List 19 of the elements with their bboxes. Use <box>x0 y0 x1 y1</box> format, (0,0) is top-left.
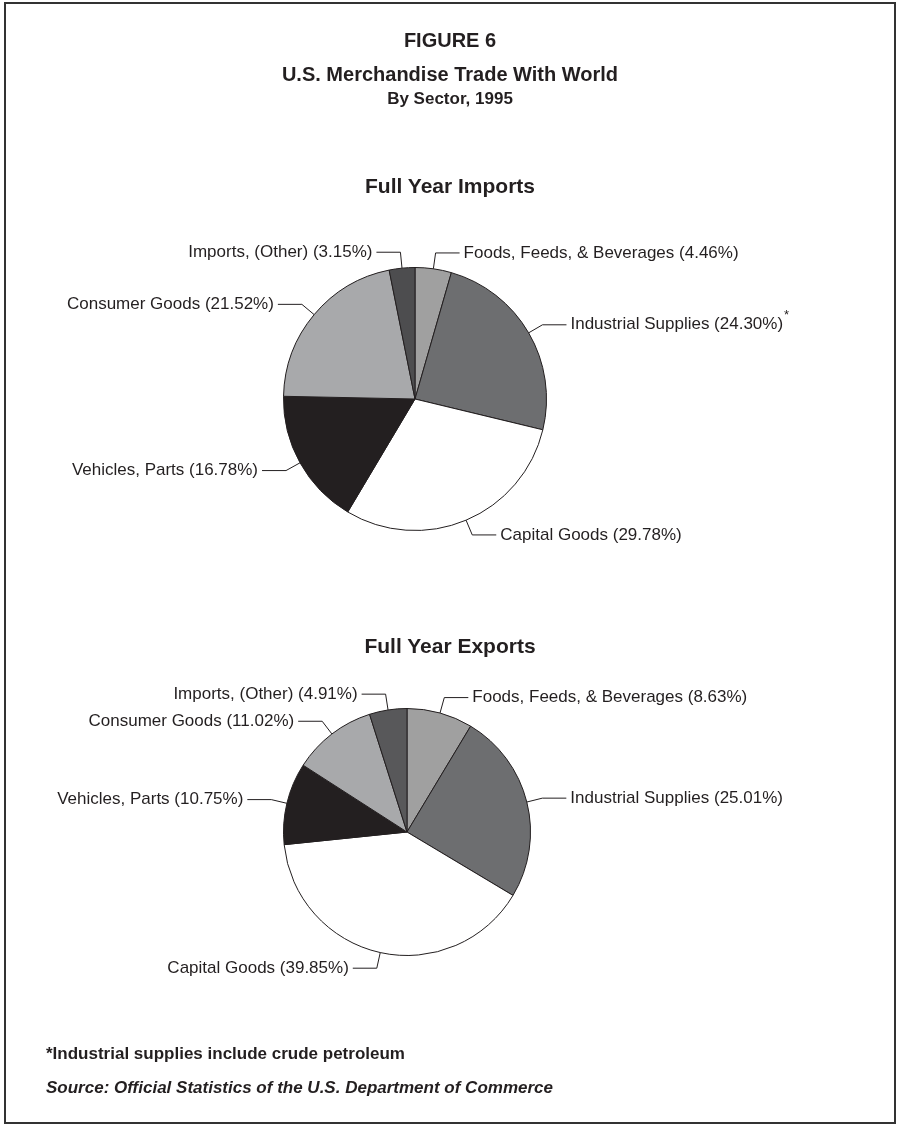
slice-label: Vehicles, Parts (16.78%) <box>71 460 259 480</box>
slice-label: Vehicles, Parts (10.75%) <box>57 789 244 809</box>
slice-label: Foods, Feeds, & Beverages (4.46%) <box>463 242 739 262</box>
slice-label: Foods, Feeds, & Beverages (8.63%) <box>472 687 748 707</box>
slice-label: Consumer Goods (21.52%) <box>66 294 274 314</box>
slice-label: Imports, (Other) (4.91%) <box>173 683 358 703</box>
source-note: Source: Official Statistics of the U.S. Department of Commerce <box>46 1078 553 1098</box>
chart-title: Full Year Imports <box>364 174 536 198</box>
slice-label: Consumer Goods (11.02%) <box>88 710 295 730</box>
chart-title: Full Year Exports <box>363 634 537 658</box>
text: U.S. Merchandise Trade With World <box>280 63 620 86</box>
slice-label: Industrial Supplies (25.01%) <box>570 787 783 807</box>
slice-label: Capital Goods (29.78%) <box>500 524 682 544</box>
caption: FIGURE 6 <box>402 29 498 52</box>
text: *Industrial supplies include crude petroleum <box>46 1044 405 1064</box>
slice-label: Capital Goods (39.85%) <box>167 957 349 977</box>
text: By Sector, 1995 <box>386 89 514 109</box>
slice-label: Industrial Supplies (24.30%)* <box>570 307 790 334</box>
slice-label: Imports, (Other) (3.15%) <box>188 241 373 261</box>
